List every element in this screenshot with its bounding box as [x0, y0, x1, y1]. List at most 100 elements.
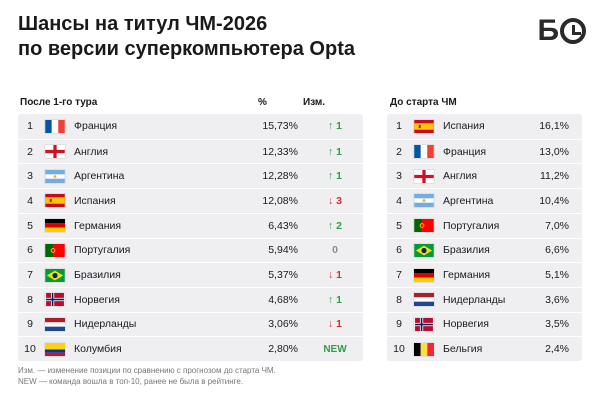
table-row: 5 Португалия 7,0% — [387, 212, 582, 238]
table-row: 2 Англия 12,33% ↑ 1 — [18, 138, 363, 164]
rank-number: 6 — [27, 244, 33, 257]
footnote-line-2: NEW — команда вошла в топ-10, ранее не б… — [18, 377, 244, 386]
win-percentage: 5,1% — [545, 269, 569, 282]
table-row: 3 Англия 11,2% — [387, 163, 582, 188]
table-row: 4 Аргентина 10,4% — [387, 188, 582, 213]
table-row: 3 Аргентина 12,28% ↑ 1 — [18, 163, 363, 188]
portugal-flag-icon — [414, 219, 434, 233]
team-name: Колумбия — [74, 343, 122, 356]
team-name: Англия — [74, 145, 109, 158]
title-line-2: по версии суперкомпьютера Opta — [18, 38, 355, 60]
argentina-flag-icon — [45, 169, 65, 183]
team-name: Испания — [74, 194, 116, 207]
colombia-flag-icon — [45, 342, 65, 356]
team-name: Германия — [74, 219, 122, 232]
table-row: 6 Португалия 5,94% 0 — [18, 237, 363, 263]
team-name: Бразилия — [443, 244, 490, 257]
table-row: 1 Испания 16,1% — [387, 114, 582, 139]
team-name: Аргентина — [74, 170, 125, 183]
win-percentage: 3,06% — [268, 318, 298, 331]
portugal-flag-icon — [45, 243, 65, 257]
team-name: Норвегия — [443, 318, 489, 331]
win-percentage: 3,6% — [545, 293, 569, 306]
rank-number: 7 — [27, 269, 33, 282]
win-percentage: 15,73% — [262, 120, 298, 133]
win-percentage: 12,08% — [262, 194, 298, 207]
norway-flag-icon — [45, 293, 65, 307]
position-change: ↑ 1 — [327, 120, 342, 133]
win-percentage: 5,94% — [268, 244, 298, 257]
france-flag-icon — [45, 119, 65, 133]
team-name: Испания — [443, 120, 485, 133]
england-flag-icon — [414, 169, 434, 183]
right-col-label: До старта ЧМ — [390, 97, 457, 108]
team-name: Португалия — [443, 219, 500, 232]
france-flag-icon — [414, 145, 434, 159]
team-name: Португалия — [74, 244, 131, 257]
table-row: 2 Франция 13,0% — [387, 138, 582, 164]
netherlands-flag-icon — [45, 317, 65, 331]
win-percentage: 4,68% — [268, 293, 298, 306]
position-change: ↑ 1 — [327, 293, 342, 306]
spain-flag-icon — [414, 119, 434, 133]
win-percentage: 16,1% — [539, 120, 569, 133]
position-change: 0 — [332, 244, 338, 257]
rank-number: 10 — [24, 343, 36, 356]
team-name: Франция — [74, 120, 118, 133]
win-percentage: 2,80% — [268, 343, 298, 356]
table-row: 4 Испания 12,08% ↓ 3 — [18, 188, 363, 213]
bo-logo: Б — [520, 14, 586, 48]
position-change: ↓ 3 — [327, 194, 342, 207]
win-percentage: 3,5% — [545, 318, 569, 331]
team-name: Франция — [443, 145, 487, 158]
netherlands-flag-icon — [414, 293, 434, 307]
rank-number: 2 — [27, 145, 33, 158]
team-name: Бельгия — [443, 343, 483, 356]
rank-number: 1 — [396, 120, 402, 133]
win-percentage: 12,28% — [262, 170, 298, 183]
team-name: Бразилия — [74, 269, 121, 282]
germany-flag-icon — [414, 268, 434, 282]
rank-number: 8 — [396, 293, 402, 306]
rank-number: 3 — [27, 170, 33, 183]
right-table: 1 Испания 16,1% 2 Франция 13,0% 3 Англия 11,2% 4 А… — [387, 114, 582, 361]
table-row: 8 Норвегия 4,68% ↑ 1 — [18, 286, 363, 312]
logo-letter-b-icon: Б — [537, 14, 559, 47]
footnote: Изм. — изменение позиции по сравнению с … — [18, 365, 276, 387]
title-line-1: Шансы на титул ЧМ-2026 — [18, 13, 268, 35]
belgium-flag-icon — [414, 342, 434, 356]
position-change: NEW — [323, 343, 347, 355]
rank-number: 3 — [396, 170, 402, 183]
team-name: Нидерланды — [443, 293, 506, 306]
win-percentage: 12,33% — [262, 145, 298, 158]
left-table: 1 Франция 15,73% ↑ 1 2 Англия 12,33% ↑ 1 3 Аргент… — [18, 114, 363, 361]
position-change: ↓ 1 — [327, 318, 342, 331]
team-name: Англия — [443, 170, 478, 183]
spain-flag-icon — [45, 194, 65, 208]
rank-number: 9 — [27, 318, 33, 331]
win-percentage: 6,6% — [545, 244, 569, 257]
position-change: ↑ 1 — [327, 145, 342, 158]
left-col-change: Изм. — [303, 97, 326, 108]
table-row: 1 Франция 15,73% ↑ 1 — [18, 114, 363, 139]
rank-number: 7 — [396, 269, 402, 282]
win-percentage: 10,4% — [539, 194, 569, 207]
table-row: 5 Германия 6,43% ↑ 2 — [18, 212, 363, 238]
table-row: 7 Бразилия 5,37% ↓ 1 — [18, 262, 363, 287]
team-name: Аргентина — [443, 194, 494, 207]
table-row: 7 Германия 5,1% — [387, 262, 582, 287]
table-row: 6 Бразилия 6,6% — [387, 237, 582, 263]
rank-number: 5 — [396, 219, 402, 232]
left-col-label: После 1-го тура — [20, 97, 98, 108]
england-flag-icon — [45, 145, 65, 159]
rank-number: 2 — [396, 145, 402, 158]
win-percentage: 6,43% — [268, 219, 298, 232]
table-row: 9 Нидерланды 3,06% ↓ 1 — [18, 311, 363, 337]
rank-number: 10 — [393, 343, 405, 356]
left-col-pct: % — [258, 97, 267, 108]
footnote-line-1: Изм. — изменение позиции по сравнению с … — [18, 366, 276, 375]
table-row: 8 Нидерланды 3,6% — [387, 286, 582, 312]
position-change: ↑ 2 — [327, 219, 342, 232]
rank-number: 8 — [27, 293, 33, 306]
germany-flag-icon — [45, 219, 65, 233]
